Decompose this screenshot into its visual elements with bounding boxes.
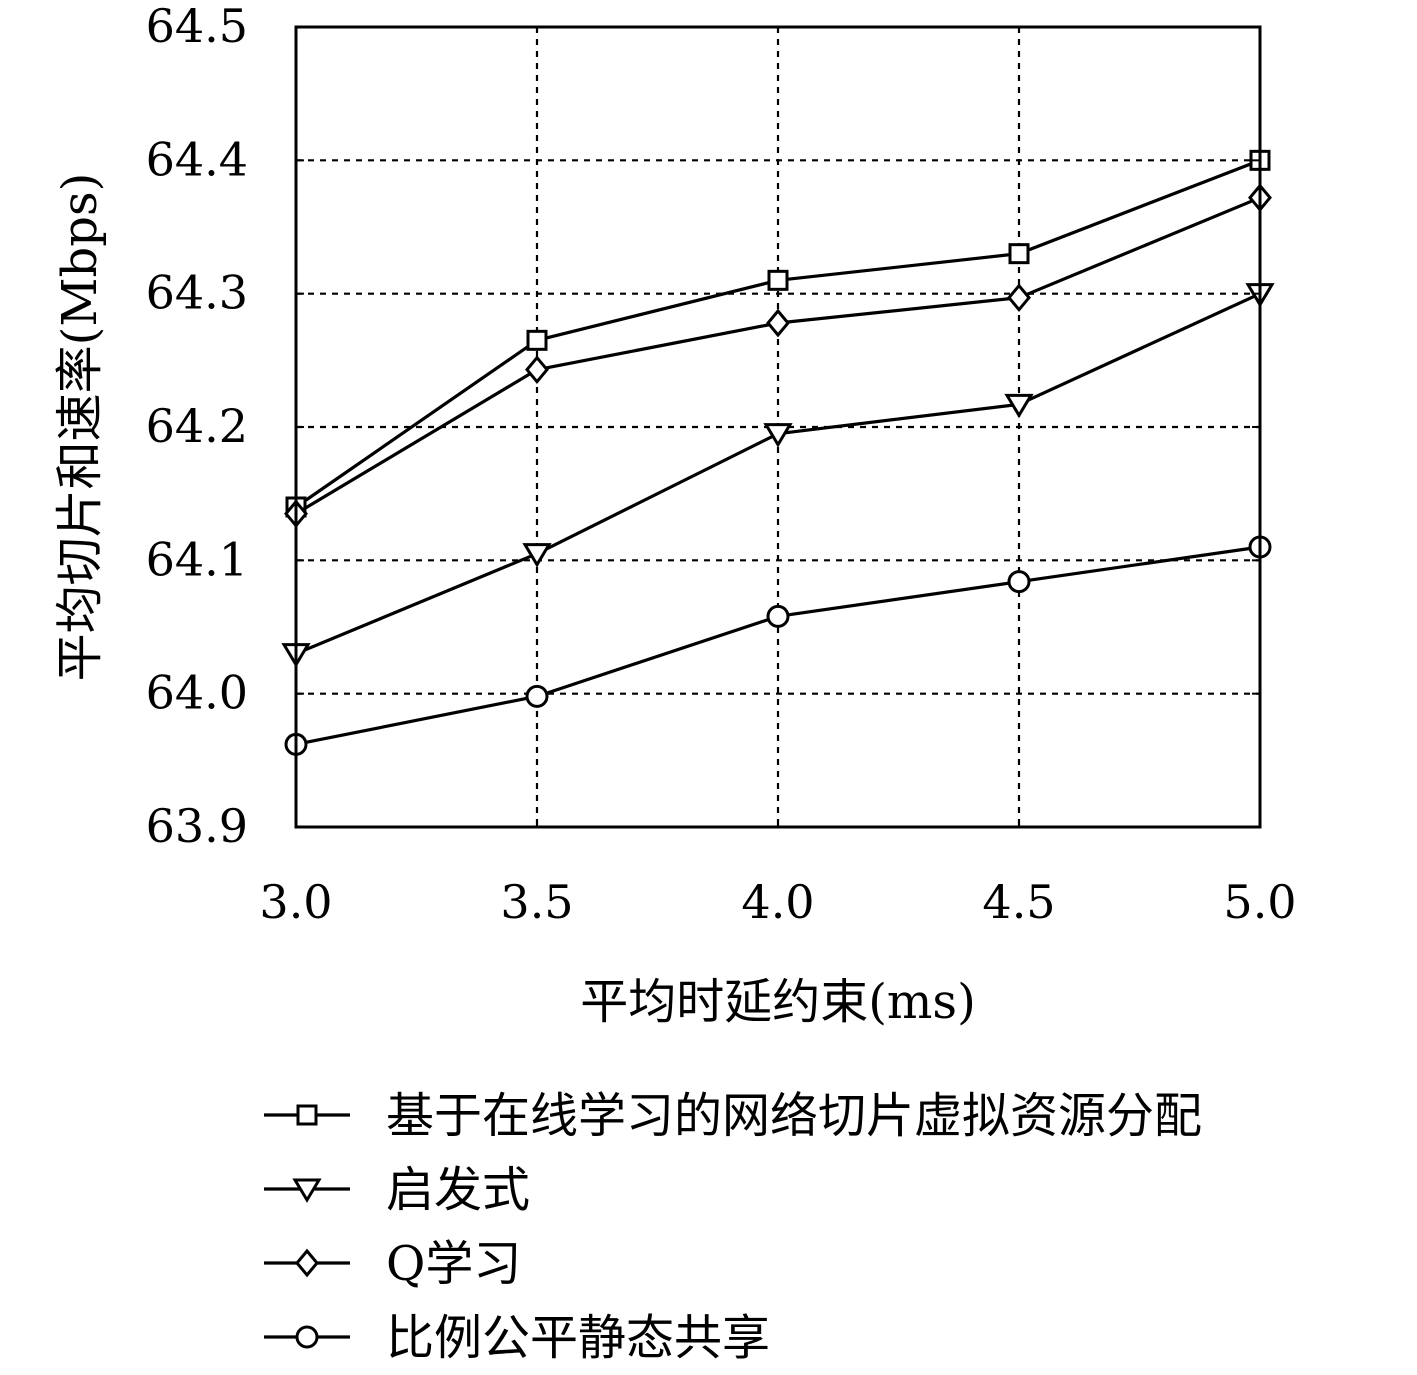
series-layer	[281, 149, 1275, 756]
legend-label: 启发式	[386, 1162, 530, 1218]
x-tick-label: 3.0	[259, 875, 332, 929]
legend-item: 比例公平静态共享	[264, 1310, 770, 1366]
legend-item: 基于在线学习的网络切片虚拟资源分配	[264, 1088, 1202, 1144]
data-point-diamond	[525, 355, 549, 385]
series-square	[285, 149, 1271, 518]
data-point-circle	[1007, 570, 1031, 594]
x-tick-label: 3.5	[500, 875, 573, 929]
x-tick-label: 4.5	[982, 875, 1055, 929]
data-point-square	[767, 269, 789, 291]
data-point-diamond	[1007, 283, 1031, 313]
data-point-triangle-down	[763, 423, 793, 448]
series-circle	[284, 535, 1272, 756]
legend-label: 比例公平静态共享	[386, 1310, 770, 1366]
data-point-diamond	[766, 308, 790, 338]
y-tick-label: 64.4	[146, 132, 248, 186]
y-tick-label: 64.0	[146, 666, 248, 720]
legend-label: 基于在线学习的网络切片虚拟资源分配	[386, 1088, 1202, 1144]
x-tick-label: 4.0	[741, 875, 814, 929]
x-axis-label: 平均时延约束(ms)	[580, 974, 976, 1030]
y-tick-label: 63.9	[146, 799, 248, 853]
data-point-triangle-down	[522, 543, 552, 568]
x-axis-ticks: 3.0 3.5 4.0 4.5 5.0	[259, 819, 1297, 929]
y-axis-label: 平均切片和速率(Mbps)	[52, 173, 108, 682]
legend-label: Q学习	[386, 1236, 521, 1292]
data-point-square	[1008, 243, 1030, 265]
y-tick-label: 64.5	[146, 0, 248, 53]
legend-marker-diamond	[295, 1248, 319, 1278]
data-point-circle	[766, 604, 790, 628]
legend-item: 启发式	[264, 1162, 530, 1218]
legend-item: Q学习	[264, 1236, 521, 1292]
y-axis-ticks: 63.9 64.0 64.1 64.2 64.3 64.4 64.5	[146, 0, 1260, 853]
y-tick-label: 64.3	[146, 266, 248, 320]
legend-marker-square	[296, 1104, 318, 1126]
data-point-triangle-down	[1004, 393, 1034, 419]
y-tick-label: 64.1	[146, 532, 248, 586]
legend-marker-circle	[295, 1325, 319, 1349]
data-point-square	[526, 329, 548, 351]
legend-marker-triangle-down	[292, 1178, 322, 1203]
x-tick-label: 5.0	[1223, 875, 1296, 929]
data-point-circle	[525, 684, 549, 708]
y-tick-label: 64.2	[146, 399, 248, 453]
